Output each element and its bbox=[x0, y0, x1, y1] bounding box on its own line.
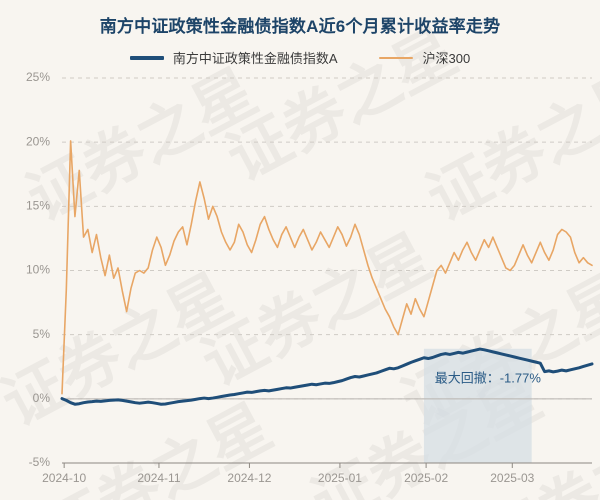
y-axis-tick-label: 20% bbox=[26, 134, 50, 148]
chart-legend: 南方中证政策性金融债指数A 沪深300 bbox=[0, 48, 600, 67]
legend-swatch-benchmark bbox=[379, 56, 414, 59]
legend-label-benchmark: 沪深300 bbox=[422, 51, 471, 66]
y-axis-tick-label: 10% bbox=[26, 263, 50, 277]
x-axis-tick-label: 2024-12 bbox=[227, 471, 271, 485]
max-drawdown-label: 最大回撤：-1.77% bbox=[435, 370, 542, 385]
y-axis-tick-label: 25% bbox=[26, 70, 50, 84]
x-axis-tick-label: 2024-11 bbox=[137, 471, 180, 485]
x-axis-tick-label: 2024-10 bbox=[42, 471, 86, 485]
series-line-fund bbox=[60, 347, 594, 406]
x-axis-tick-label: 2025-01 bbox=[318, 471, 362, 485]
y-axis-tick-label: 0% bbox=[33, 391, 51, 405]
legend-swatch-fund bbox=[129, 55, 164, 60]
chart-title: 南方中证政策性金融债指数A近6个月累计收益率走势 bbox=[99, 17, 501, 36]
y-axis-tick-label: 15% bbox=[26, 199, 50, 213]
series-line-benchmark bbox=[61, 140, 593, 395]
x-axis-tick-label: 2025-02 bbox=[404, 471, 448, 485]
legend-item-fund[interactable]: 南方中证政策性金融债指数A bbox=[129, 48, 338, 67]
x-axis-tick-label: 2025-03 bbox=[490, 471, 534, 485]
y-axis-tick-label: 5% bbox=[33, 327, 51, 341]
legend-label-fund: 南方中证政策性金融债指数A bbox=[172, 51, 338, 66]
max-drawdown-band bbox=[423, 348, 532, 463]
y-axis-tick-label: -5% bbox=[29, 455, 51, 469]
legend-item-benchmark[interactable]: 沪深300 bbox=[379, 48, 470, 67]
